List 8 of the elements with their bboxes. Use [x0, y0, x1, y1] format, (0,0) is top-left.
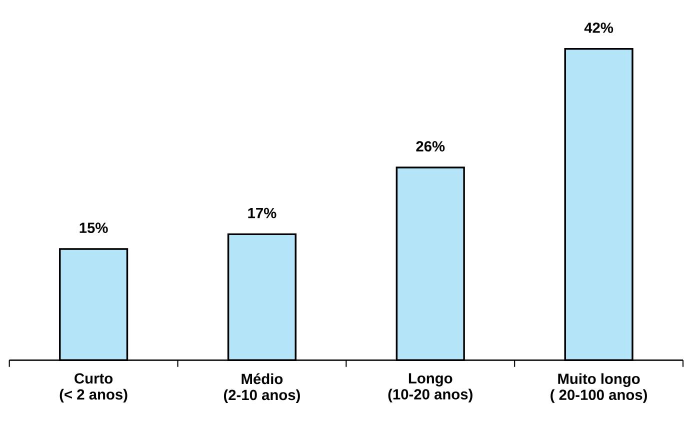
x-tick-label: Curto (< 2 anos) [60, 373, 128, 403]
data-label: 17% [248, 208, 276, 218]
data-label: 42% [584, 22, 614, 34]
data-label: 26% [416, 141, 445, 152]
x-tick-label: Médio (2-10 anos) [224, 373, 300, 404]
x-tick-label: Muito longo ( 20-100 anos) [550, 373, 647, 404]
data-label: 15% [80, 222, 108, 234]
x-tick-label: Longo (10-20 anos) [388, 373, 472, 403]
